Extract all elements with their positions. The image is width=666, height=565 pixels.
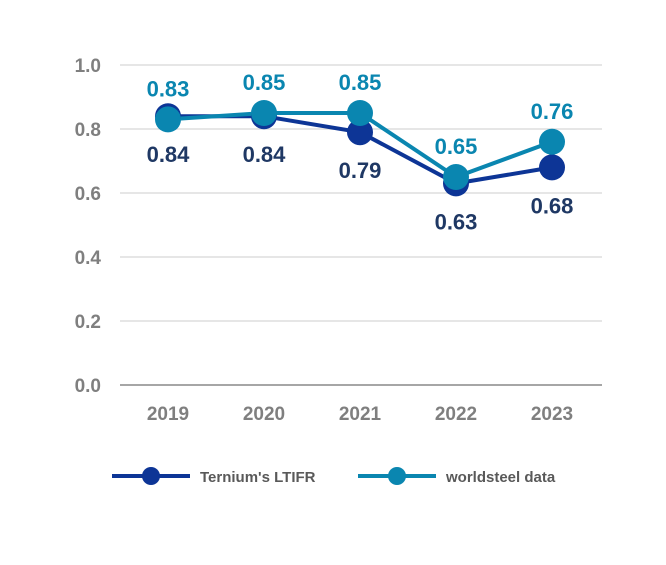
x-tick-label: 2021	[339, 404, 382, 425]
y-tick-label: 0.4	[75, 248, 102, 269]
data-label: 0.63	[435, 209, 478, 234]
y-tick-label: 0.0	[75, 376, 101, 397]
x-tick-label: 2020	[243, 404, 285, 425]
data-label: 0.65	[435, 134, 478, 159]
data-label: 0.84	[243, 142, 287, 167]
legend-label: worldsteel data	[445, 469, 556, 486]
data-label: 0.83	[147, 76, 190, 101]
y-tick-label: 0.6	[75, 184, 101, 205]
y-tick-label: 1.0	[75, 56, 101, 77]
data-point	[155, 106, 181, 133]
data-point	[539, 128, 565, 155]
data-label: 0.85	[243, 70, 286, 95]
data-label: 0.84	[147, 142, 191, 167]
y-tick-label: 0.2	[75, 312, 101, 333]
data-point	[347, 119, 373, 146]
data-point	[347, 100, 373, 126]
data-label: 0.85	[339, 70, 382, 95]
legend-label: Ternium's LTIFR	[200, 469, 316, 486]
x-tick-label: 2019	[147, 404, 189, 425]
data-label: 0.68	[531, 193, 574, 218]
data-point	[539, 154, 565, 181]
legend-marker	[388, 467, 406, 485]
data-point	[443, 164, 469, 190]
x-tick-label: 2022	[435, 404, 477, 425]
y-tick-label: 0.8	[75, 120, 101, 141]
x-tick-label: 2023	[531, 404, 573, 425]
data-label: 0.76	[531, 99, 574, 124]
data-label: 0.79	[339, 158, 382, 183]
data-point	[251, 100, 277, 126]
legend-marker	[142, 467, 160, 485]
